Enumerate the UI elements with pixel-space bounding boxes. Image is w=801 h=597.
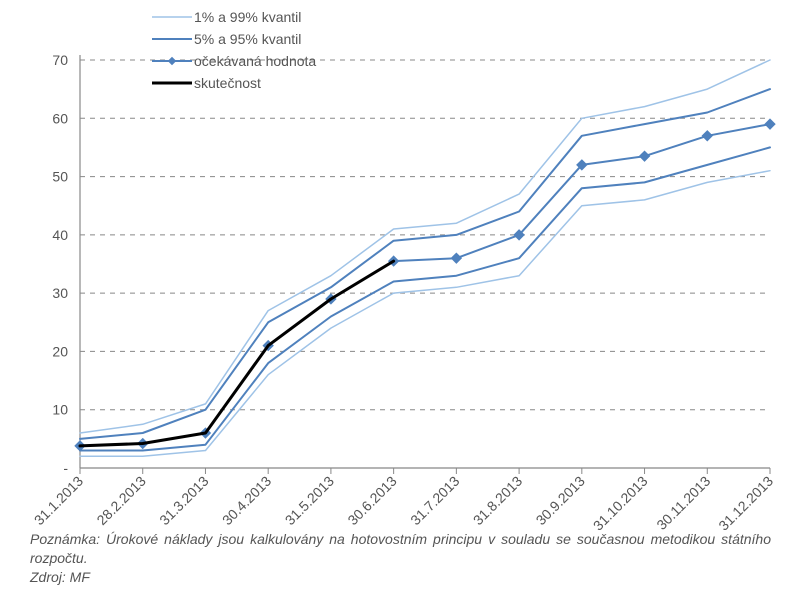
legend-swatch-line-icon — [150, 10, 194, 24]
marker-diamond-icon — [640, 151, 650, 161]
x-tick-label: 28.2.2013 — [93, 473, 149, 529]
legend-swatch-line-diamond-icon — [150, 54, 194, 68]
marker-diamond-icon — [765, 119, 775, 129]
x-tick-label: 31.7.2013 — [407, 473, 463, 529]
marker-diamond-icon — [702, 131, 712, 141]
marker-diamond-icon — [451, 253, 461, 263]
series-q5_95_upper — [80, 89, 770, 439]
x-tick-label: 31.5.2013 — [282, 473, 338, 529]
note-text: Poznámka: Úrokové náklady jsou kalkulová… — [30, 531, 771, 566]
legend: 1% a 99% kvantil 5% a 95% kvantil očekáv… — [150, 6, 650, 94]
y-tick-label: 50 — [52, 169, 68, 185]
chart-container: { "chart": { "type": "line", "width": 80… — [0, 0, 801, 597]
x-tick-label: 30.11.2013 — [653, 473, 713, 533]
legend-item: 1% a 99% kvantil — [150, 6, 430, 28]
series-actual — [80, 261, 394, 446]
y-tick-label: 10 — [52, 402, 68, 418]
source-text: Zdroj: MF — [30, 569, 90, 585]
legend-item: 5% a 95% kvantil — [150, 28, 430, 50]
y-tick-label: 40 — [52, 227, 68, 243]
x-tick-label: 31.10.2013 — [590, 473, 651, 534]
y-tick-label: - — [63, 460, 68, 476]
y-tick-label: 60 — [52, 110, 68, 126]
x-tick-label: 30.4.2013 — [219, 473, 275, 529]
legend-item: očekávaná hodnota — [150, 50, 430, 72]
gridlines: - 10 20 30 40 50 60 70 — [52, 52, 770, 476]
y-tick-label: 70 — [52, 52, 68, 68]
x-tick-label: 31.1.2013 — [31, 473, 87, 529]
footer-note: Poznámka: Úrokové náklady jsou kalkulová… — [30, 530, 771, 587]
legend-swatch-line-icon — [150, 32, 194, 46]
x-tick-label: 30.9.2013 — [533, 473, 589, 529]
series-group — [75, 60, 775, 456]
x-axis: 31.1.201328.2.201331.3.201330.4.201331.5… — [31, 468, 777, 534]
series-expected — [80, 124, 770, 446]
legend-label: očekávaná hodnota — [194, 53, 316, 69]
legend-label: 1% a 99% kvantil — [194, 9, 301, 25]
series-q1_99_lower — [80, 171, 770, 457]
series-q1_99_upper — [80, 60, 770, 433]
y-tick-label: 20 — [52, 343, 68, 359]
x-tick-label: 30.6.2013 — [344, 473, 400, 529]
y-tick-label: 30 — [52, 285, 68, 301]
series-q5_95_lower — [80, 147, 770, 450]
legend-label: skutečnost — [194, 75, 261, 91]
legend-swatch-line-icon — [150, 76, 194, 90]
x-tick-label: 31.3.2013 — [156, 473, 212, 529]
x-tick-label: 31.12.2013 — [715, 473, 776, 534]
x-tick-label: 31.8.2013 — [470, 473, 526, 529]
legend-label: 5% a 95% kvantil — [194, 31, 301, 47]
legend-item: skutečnost — [150, 72, 430, 94]
